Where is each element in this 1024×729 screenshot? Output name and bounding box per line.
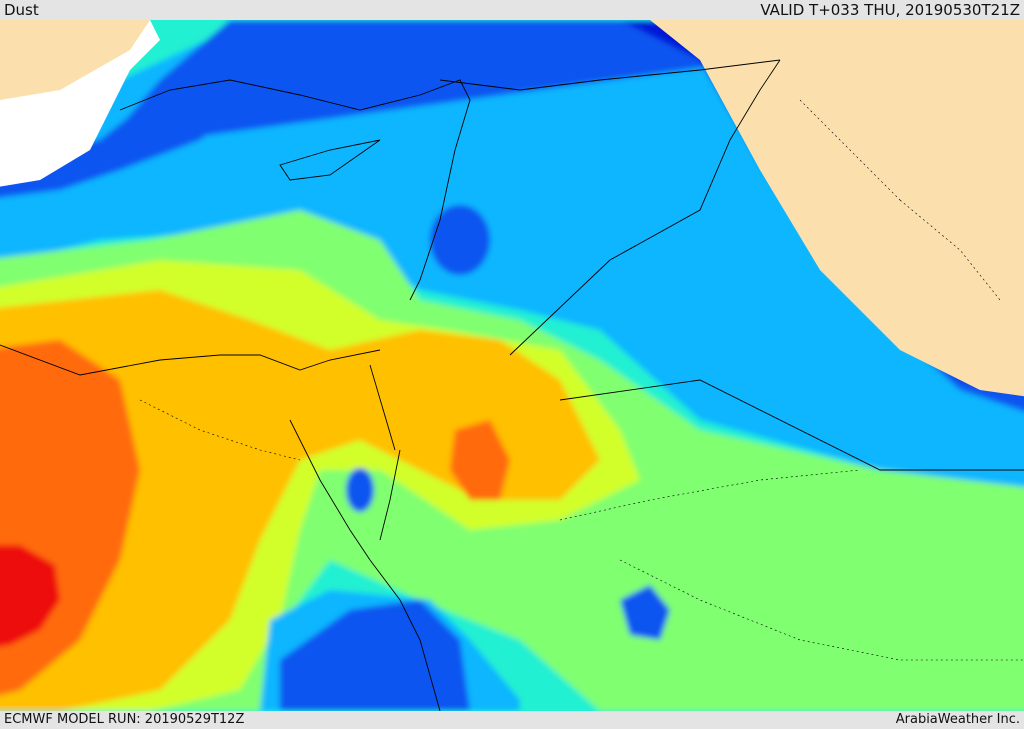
border-saudi-iraq [559, 379, 1024, 471]
border-jordan-iraq [509, 59, 781, 356]
land-northeast [650, 20, 1024, 397]
dust-level-6 [0, 290, 600, 711]
dust-level-1-levant [430, 205, 490, 275]
dust-map [0, 20, 1024, 711]
model-run: ECMWF MODEL RUN: 20190529T12Z [4, 712, 245, 727]
cyprus [279, 139, 381, 181]
dust-level-1-east [620, 585, 670, 640]
border-egypt-israel [369, 364, 396, 451]
internal-borders [139, 99, 1024, 661]
dust-level-8 [0, 545, 60, 647]
valid-time: VALID T+033 THU, 20190530T21Z [760, 1, 1020, 19]
border-turkey-syria [439, 59, 781, 91]
coastline-gulf-aqaba [379, 449, 401, 541]
dust-level-1-south [280, 600, 470, 711]
dust-level-1-sinai [346, 468, 374, 512]
land-north [0, 20, 150, 100]
credit: ArabiaWeather Inc. [895, 712, 1020, 727]
coastline-red-sea [369, 559, 441, 711]
dust-level-1b [0, 80, 250, 198]
product-title: Dust [4, 1, 39, 19]
coastline-mediterranean [119, 79, 471, 301]
header-bar: Dust VALID T+033 THU, 20190530T21Z [0, 0, 1024, 20]
coastline-gulf-suez [289, 419, 371, 561]
borders [0, 59, 1024, 711]
coastline-egypt [0, 344, 381, 376]
dust-level-7b [450, 420, 510, 500]
footer-bar: ECMWF MODEL RUN: 20190529T12Z ArabiaWeat… [0, 711, 1024, 729]
